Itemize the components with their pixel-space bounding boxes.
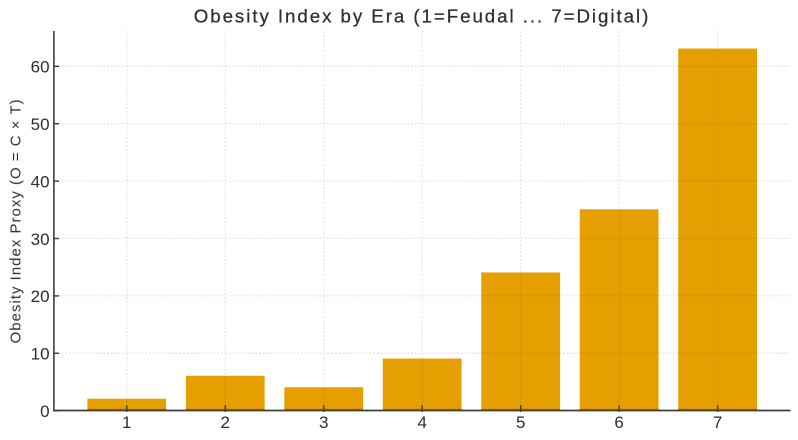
svg-text:50: 50 xyxy=(31,115,50,134)
svg-text:0: 0 xyxy=(40,402,49,421)
svg-text:20: 20 xyxy=(31,287,50,306)
svg-text:40: 40 xyxy=(31,172,50,191)
svg-text:1: 1 xyxy=(122,413,131,432)
svg-text:Obesity Index by Era (1=Feudal: Obesity Index by Era (1=Feudal ... 7=Dig… xyxy=(194,5,651,26)
svg-text:5: 5 xyxy=(516,413,525,432)
svg-text:6: 6 xyxy=(614,413,623,432)
svg-text:7: 7 xyxy=(713,413,722,432)
svg-text:30: 30 xyxy=(31,230,50,249)
svg-text:3: 3 xyxy=(319,413,328,432)
svg-text:60: 60 xyxy=(31,58,50,77)
svg-text:4: 4 xyxy=(417,413,426,432)
svg-text:Obesity Index Proxy (O = C × T: Obesity Index Proxy (O = C × T) xyxy=(8,98,25,343)
svg-text:10: 10 xyxy=(31,345,50,364)
svg-text:2: 2 xyxy=(221,413,230,432)
